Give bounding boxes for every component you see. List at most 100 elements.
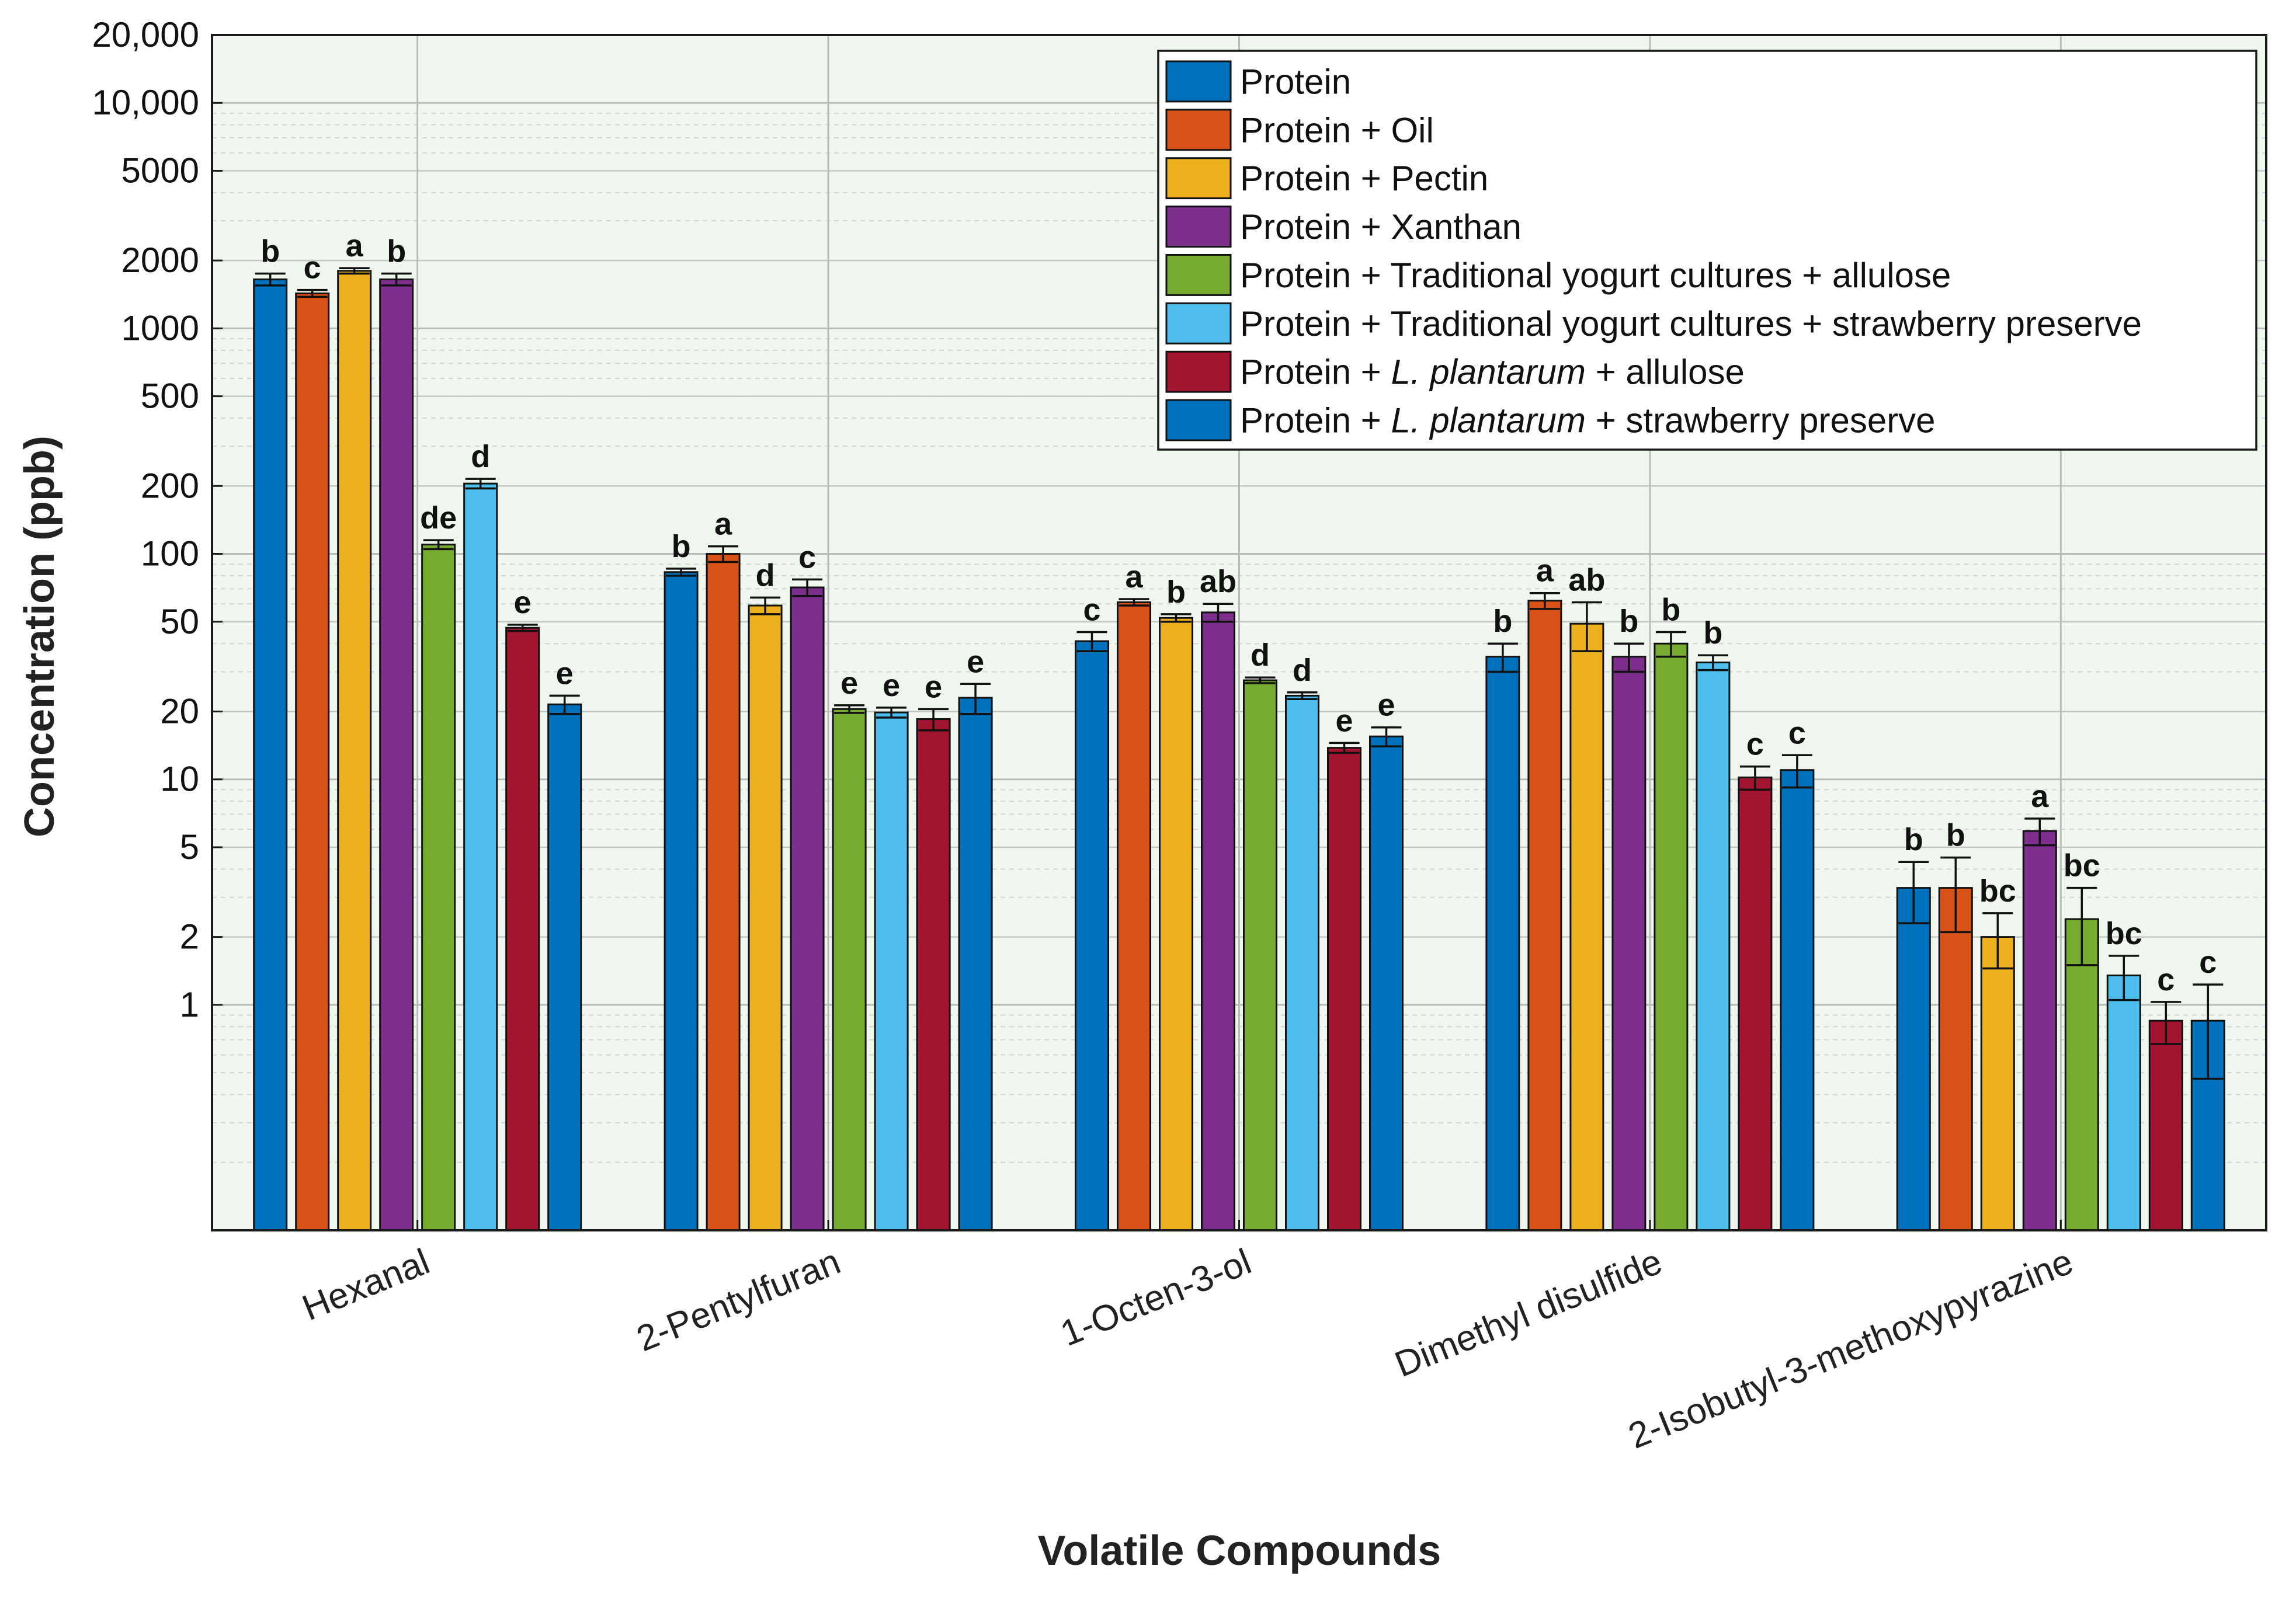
bar	[1696, 661, 1731, 1231]
legend-label: Protein + Xanthan	[1240, 207, 1522, 246]
significance-letter: ab	[1568, 562, 1605, 597]
y-axis-ticks: 1 2 5 10 20 50 100 200 500 1000 2000 5000 10,000 20,0…	[92, 15, 223, 1024]
bar	[1527, 600, 1562, 1231]
bar	[706, 553, 741, 1231]
significance-letter: e	[556, 656, 574, 691]
x-tick-label: 2-Isobutyl-3-methoxypyrazine	[1623, 1241, 2079, 1457]
significance-letter: d	[756, 558, 775, 593]
significance-letter: a	[1125, 559, 1143, 594]
y-tick-label: 2000	[121, 241, 199, 280]
significance-letter: e	[840, 666, 858, 701]
legend-label: Protein + Pectin	[1240, 159, 1488, 198]
significance-letter: bc	[1979, 874, 2016, 909]
bar	[1938, 887, 1973, 1231]
significance-letter: d	[1251, 638, 1270, 673]
bar	[1327, 747, 1361, 1231]
significance-letter: a	[714, 507, 732, 542]
significance-letter: d	[1293, 653, 1312, 688]
significance-letter: c	[1746, 727, 1764, 762]
significance-letter: bc	[2064, 848, 2100, 883]
significance-letter: c	[798, 540, 816, 575]
x-tick-label: Hexanal	[297, 1241, 435, 1328]
y-tick-label: 5	[180, 827, 199, 867]
significance-letter: bc	[2106, 916, 2142, 951]
significance-letter: e	[1335, 703, 1353, 738]
error-bars	[255, 267, 2224, 1080]
significance-letter: b	[1166, 575, 1186, 610]
legend-label: Protein + Traditional yogurt cultures + …	[1240, 304, 2142, 343]
significance-letter: ab	[1200, 564, 1236, 599]
bar	[1780, 769, 1815, 1231]
bar	[874, 711, 909, 1231]
significance-letter: a	[346, 228, 364, 263]
significance-letter: a	[1536, 554, 1554, 589]
legend-swatch	[1165, 60, 1232, 103]
bar	[2148, 1020, 2183, 1231]
y-tick-label: 1	[180, 985, 199, 1024]
y-tick-label: 500	[141, 377, 199, 416]
bar	[1569, 622, 1604, 1231]
bars	[253, 270, 2225, 1231]
bar	[547, 703, 582, 1231]
x-tick-label: 1-Octen-3-ol	[1055, 1241, 1256, 1354]
significance-letter: c	[1788, 715, 1806, 750]
bar	[1369, 735, 1404, 1231]
y-tick-label: 100	[141, 534, 199, 573]
bar	[1611, 656, 1647, 1231]
bar	[505, 627, 540, 1231]
y-tick-label: 10	[160, 760, 199, 799]
significance-letter: e	[967, 644, 984, 679]
bar	[1117, 601, 1151, 1231]
legend-label: Protein	[1240, 62, 1351, 101]
bar	[463, 482, 498, 1231]
legend-swatch	[1165, 350, 1232, 393]
legend-label: Protein + L. plantarum + allulose	[1240, 353, 1745, 392]
bar	[379, 278, 414, 1231]
significance-letter: b	[1661, 592, 1680, 627]
bar	[2022, 830, 2057, 1231]
y-axis-title: Concentration (ppb)	[16, 436, 63, 837]
bar	[1896, 887, 1931, 1231]
bar	[748, 604, 783, 1231]
x-axis-ticks: Hexanal 2-Pentylfuran 1-Octen-3-ol Dimethyl…	[297, 1220, 2079, 1457]
bar	[1285, 694, 1319, 1231]
significance-letter: c	[304, 250, 321, 286]
y-tick-label: 20	[160, 691, 199, 730]
bar	[421, 544, 456, 1231]
bar	[337, 270, 372, 1231]
x-axis-title: Volatile Compounds	[1038, 1528, 1441, 1574]
bar	[1980, 936, 2015, 1231]
bar	[664, 571, 699, 1231]
legend-swatch	[1165, 302, 1232, 345]
legend-label: Protein + Oil	[1240, 110, 1434, 149]
significance-letter: e	[925, 669, 942, 704]
significance-letter: a	[2031, 779, 2049, 814]
significance-letter: b	[1493, 604, 1512, 639]
y-tick-label: 5000	[121, 151, 199, 190]
significance-letter: d	[471, 439, 490, 474]
significance-letter: de	[420, 500, 457, 535]
bar	[1738, 776, 1773, 1231]
bar	[958, 697, 993, 1231]
y-tick-label: 50	[160, 602, 199, 641]
legend-swatch	[1165, 157, 1232, 200]
significance-letter: b	[387, 234, 406, 269]
significance-letter: e	[883, 668, 900, 703]
y-tick-label: 20,000	[92, 15, 199, 54]
legend-swatch	[1165, 254, 1232, 296]
legend-label: Protein + Traditional yogurt cultures + …	[1240, 256, 1951, 295]
significance-letter: b	[1619, 604, 1638, 639]
bar	[1654, 642, 1689, 1231]
significance-letter: b	[260, 234, 280, 269]
legend-swatch	[1165, 206, 1232, 248]
x-tick-label: 2-Pentylfuran	[631, 1241, 846, 1359]
significance-letter: b	[1703, 615, 1722, 650]
bar	[916, 718, 951, 1231]
y-tick-label: 1000	[121, 308, 199, 347]
legend-swatch	[1165, 399, 1232, 441]
bar	[295, 292, 330, 1231]
significance-letter: b	[1904, 822, 1923, 857]
bar	[2064, 918, 2099, 1231]
